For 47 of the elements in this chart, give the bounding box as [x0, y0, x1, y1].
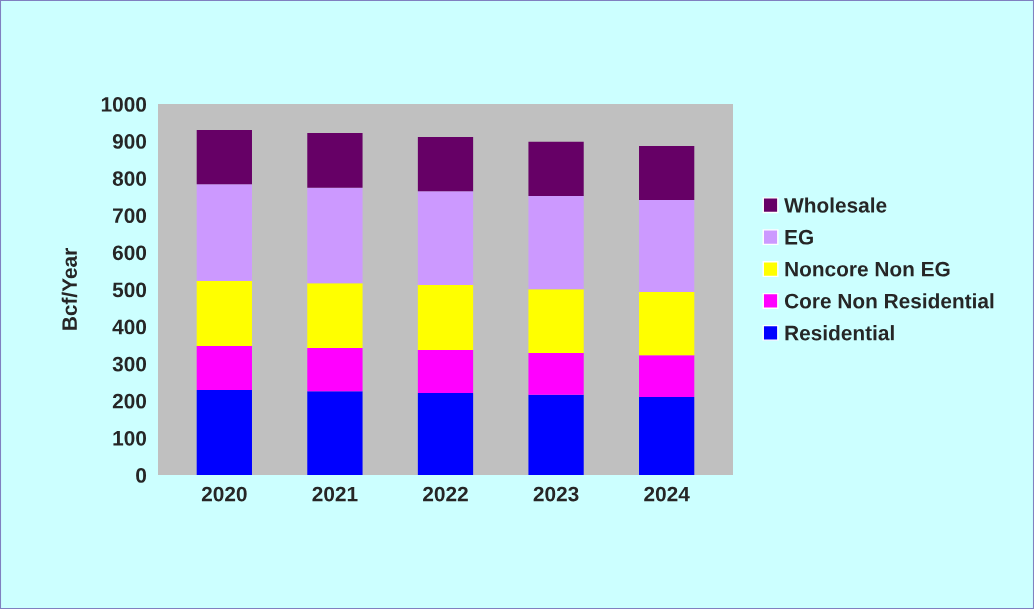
legend-label: Noncore Non EG — [785, 261, 950, 277]
bar — [639, 355, 695, 398]
y-tick-label: 800 — [112, 171, 147, 186]
bar — [307, 348, 363, 392]
bar — [417, 393, 474, 475]
x-tick-label: 2024 — [644, 486, 690, 502]
bar — [417, 137, 474, 192]
y-tick-label: 100 — [113, 430, 147, 446]
x-tick-label: 2023 — [533, 486, 579, 502]
bar — [528, 196, 584, 290]
bar — [307, 391, 363, 475]
bar — [196, 129, 252, 185]
bar — [417, 349, 474, 394]
legend-label: Residential — [785, 325, 894, 341]
x-tick-label: 2021 — [312, 486, 358, 502]
legend-label: Wholesale — [784, 197, 887, 213]
bar — [307, 187, 363, 284]
y-tick-label: 300 — [112, 356, 147, 372]
bar — [528, 352, 584, 395]
bar — [196, 184, 252, 281]
y-tick-label: 1000 — [101, 97, 147, 112]
bar — [196, 280, 252, 346]
bar — [196, 390, 252, 475]
y-tick-label: 0 — [136, 468, 147, 483]
y-tick-label: 900 — [112, 134, 147, 149]
bar — [417, 191, 474, 286]
bar — [639, 292, 695, 356]
legend-label: EG — [785, 229, 813, 245]
bar — [639, 145, 695, 201]
bar — [639, 200, 695, 293]
bar — [528, 141, 584, 197]
x-tick-label: 2022 — [423, 486, 468, 502]
y-tick-label: 500 — [112, 282, 147, 298]
bar — [196, 345, 252, 391]
y-axis-title: Bcf/Year — [61, 248, 78, 330]
y-tick-label: 700 — [113, 208, 147, 224]
bar — [528, 289, 584, 353]
bar — [307, 132, 363, 188]
bar — [417, 285, 474, 350]
y-tick-label: 200 — [112, 393, 147, 409]
y-tick-label: 400 — [112, 319, 147, 335]
y-tick-label: 600 — [112, 245, 147, 261]
bar — [639, 397, 695, 475]
legend-label: Core Non Residential — [784, 293, 994, 309]
bar — [528, 394, 584, 475]
bar — [307, 283, 363, 349]
x-tick-label: 2020 — [201, 486, 247, 502]
